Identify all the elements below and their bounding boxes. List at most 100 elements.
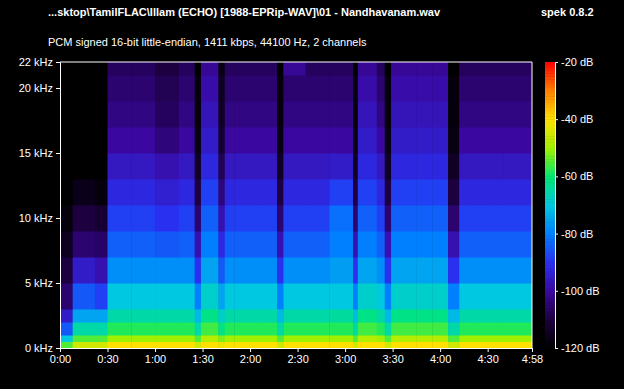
cell bbox=[283, 127, 306, 154]
colorbar-swatch bbox=[545, 154, 555, 157]
cell bbox=[329, 342, 353, 349]
cell bbox=[448, 231, 460, 258]
cell bbox=[391, 205, 417, 232]
cell bbox=[108, 322, 132, 336]
cell bbox=[218, 153, 225, 180]
colorbar-swatch bbox=[545, 196, 555, 199]
tick: -120 dB bbox=[555, 342, 600, 354]
cell bbox=[432, 283, 448, 310]
cell bbox=[60, 322, 73, 336]
colorbar-swatch bbox=[545, 302, 555, 305]
cell bbox=[391, 283, 417, 310]
cell bbox=[416, 205, 432, 232]
cell bbox=[503, 62, 532, 76]
cell bbox=[283, 283, 306, 310]
cell bbox=[448, 62, 460, 76]
tick-label: 1:30 bbox=[192, 353, 213, 365]
cell bbox=[353, 322, 358, 336]
cell bbox=[95, 205, 108, 232]
cell bbox=[358, 322, 378, 336]
cell bbox=[131, 322, 155, 336]
tick-mark bbox=[555, 348, 558, 349]
cell bbox=[306, 179, 330, 206]
colorbar-swatch bbox=[545, 285, 555, 288]
colorbar-swatch bbox=[545, 322, 555, 325]
cell bbox=[432, 75, 448, 102]
tick-label: 1:00 bbox=[145, 353, 166, 365]
cell bbox=[459, 342, 480, 349]
tick: 1:30 bbox=[192, 348, 213, 365]
cell bbox=[480, 257, 504, 284]
cell bbox=[155, 335, 179, 342]
cell bbox=[60, 257, 73, 284]
chart: ...sktop\TamilFLAC\Illam (ECHO) [1988-EP… bbox=[0, 0, 624, 389]
cell bbox=[225, 153, 235, 180]
cell bbox=[218, 257, 225, 284]
tick-label: -60 dB bbox=[561, 170, 593, 182]
colorbar-swatch bbox=[545, 314, 555, 317]
cell bbox=[108, 127, 132, 154]
cell bbox=[391, 62, 417, 76]
colorbar-swatch bbox=[545, 113, 555, 116]
tick-mark bbox=[108, 348, 109, 352]
cell bbox=[391, 309, 417, 323]
colorbar-swatch bbox=[545, 228, 555, 231]
cell bbox=[385, 101, 392, 128]
colorbar-swatch bbox=[545, 174, 555, 177]
cell bbox=[416, 283, 432, 310]
cell bbox=[84, 231, 96, 258]
cell bbox=[179, 62, 195, 76]
cell bbox=[283, 231, 306, 258]
cell bbox=[277, 153, 284, 180]
cell bbox=[201, 179, 219, 206]
colorbar-swatch bbox=[545, 71, 555, 74]
cell bbox=[201, 62, 219, 76]
tick-label: 15 kHz bbox=[19, 147, 53, 159]
cell bbox=[73, 231, 85, 258]
cell bbox=[84, 309, 96, 323]
frame bbox=[60, 62, 532, 63]
colorbar-swatch bbox=[545, 79, 555, 82]
cell bbox=[416, 101, 432, 128]
colorbar-swatch bbox=[545, 288, 555, 291]
x-axis: 0:000:301:001:302:002:303:003:304:004:30… bbox=[50, 348, 543, 365]
tick-label: 4:58 bbox=[522, 353, 543, 365]
cell bbox=[258, 309, 278, 323]
tick-label: 22 kHz bbox=[19, 56, 53, 68]
cell bbox=[155, 257, 179, 284]
cell bbox=[391, 153, 417, 180]
cell bbox=[353, 153, 358, 180]
cell bbox=[358, 309, 378, 323]
tick-label: 4:30 bbox=[477, 353, 498, 365]
cell bbox=[503, 127, 532, 154]
colorbar-swatch bbox=[545, 188, 555, 191]
cell bbox=[258, 322, 278, 336]
colorbar-swatch bbox=[545, 65, 555, 68]
cell bbox=[377, 335, 385, 342]
cell bbox=[225, 283, 235, 310]
cell bbox=[353, 257, 358, 284]
tick-label: -100 dB bbox=[561, 285, 600, 297]
cell bbox=[95, 75, 108, 102]
cell bbox=[329, 205, 353, 232]
colorbar-swatch bbox=[545, 208, 555, 211]
cell bbox=[108, 101, 132, 128]
cell bbox=[448, 127, 460, 154]
tick-mark bbox=[555, 119, 558, 120]
cell bbox=[195, 231, 202, 258]
tick-label: 0 kHz bbox=[25, 342, 53, 354]
tick-label: 0:00 bbox=[50, 353, 71, 365]
cell bbox=[258, 153, 278, 180]
cell bbox=[283, 179, 306, 206]
cell bbox=[234, 231, 258, 258]
frame bbox=[532, 62, 533, 348]
cell bbox=[95, 62, 108, 76]
colorbar-swatch bbox=[545, 334, 555, 337]
cell bbox=[503, 75, 532, 102]
cell bbox=[306, 127, 330, 154]
colorbar-swatch bbox=[545, 222, 555, 225]
tick: 2:30 bbox=[287, 348, 308, 365]
cell bbox=[283, 62, 306, 76]
colorbar-swatch bbox=[545, 242, 555, 245]
cell bbox=[391, 322, 417, 336]
